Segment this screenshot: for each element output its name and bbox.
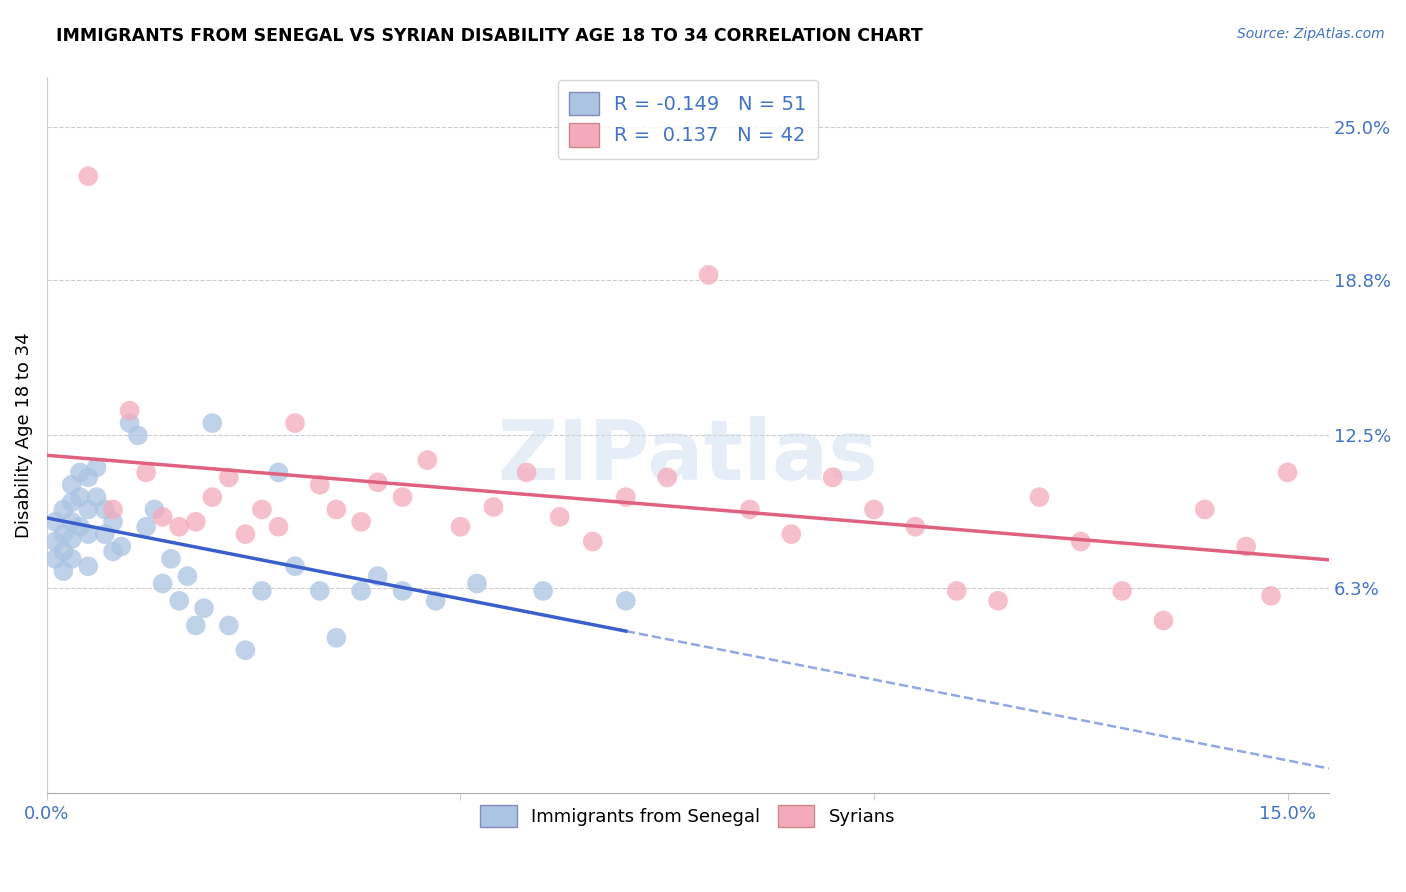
Point	[167, 594, 190, 608]
Point	[69, 520, 91, 534]
Point	[367, 475, 389, 490]
Point	[167, 520, 190, 534]
Point	[465, 576, 488, 591]
Point	[77, 527, 100, 541]
Point	[449, 520, 471, 534]
Point	[308, 477, 330, 491]
Point	[44, 534, 66, 549]
Point	[60, 532, 83, 546]
Point	[77, 502, 100, 516]
Point	[143, 502, 166, 516]
Point	[77, 470, 100, 484]
Point	[110, 540, 132, 554]
Point	[425, 594, 447, 608]
Point	[176, 569, 198, 583]
Point	[821, 470, 844, 484]
Point	[94, 502, 117, 516]
Point	[160, 551, 183, 566]
Point	[325, 502, 347, 516]
Point	[77, 559, 100, 574]
Point	[118, 403, 141, 417]
Point	[60, 515, 83, 529]
Point	[1234, 540, 1257, 554]
Point	[52, 544, 75, 558]
Text: IMMIGRANTS FROM SENEGAL VS SYRIAN DISABILITY AGE 18 TO 34 CORRELATION CHART: IMMIGRANTS FROM SENEGAL VS SYRIAN DISABI…	[56, 27, 922, 45]
Point	[1260, 589, 1282, 603]
Point	[152, 509, 174, 524]
Point	[250, 583, 273, 598]
Point	[193, 601, 215, 615]
Point	[86, 460, 108, 475]
Point	[60, 477, 83, 491]
Point	[60, 495, 83, 509]
Point	[52, 564, 75, 578]
Point	[780, 527, 803, 541]
Point	[101, 502, 124, 516]
Point	[325, 631, 347, 645]
Point	[94, 527, 117, 541]
Point	[482, 500, 505, 514]
Point	[416, 453, 439, 467]
Point	[987, 594, 1010, 608]
Point	[44, 551, 66, 566]
Point	[218, 618, 240, 632]
Point	[904, 520, 927, 534]
Point	[516, 466, 538, 480]
Point	[531, 583, 554, 598]
Point	[127, 428, 149, 442]
Legend: Immigrants from Senegal, Syrians: Immigrants from Senegal, Syrians	[474, 798, 903, 834]
Point	[548, 509, 571, 524]
Point	[284, 416, 307, 430]
Point	[614, 594, 637, 608]
Point	[1111, 583, 1133, 598]
Point	[118, 416, 141, 430]
Point	[614, 490, 637, 504]
Point	[235, 643, 257, 657]
Point	[284, 559, 307, 574]
Point	[1194, 502, 1216, 516]
Point	[267, 520, 290, 534]
Point	[1153, 614, 1175, 628]
Point	[152, 576, 174, 591]
Point	[391, 490, 413, 504]
Text: ZIPatlas: ZIPatlas	[498, 417, 879, 498]
Point	[1277, 466, 1299, 480]
Point	[135, 466, 157, 480]
Point	[697, 268, 720, 282]
Point	[52, 527, 75, 541]
Point	[101, 544, 124, 558]
Point	[69, 466, 91, 480]
Text: Source: ZipAtlas.com: Source: ZipAtlas.com	[1237, 27, 1385, 41]
Point	[308, 583, 330, 598]
Point	[86, 490, 108, 504]
Point	[391, 583, 413, 598]
Point	[184, 515, 207, 529]
Point	[1070, 534, 1092, 549]
Point	[201, 490, 224, 504]
Point	[738, 502, 761, 516]
Point	[863, 502, 886, 516]
Point	[52, 502, 75, 516]
Point	[367, 569, 389, 583]
Point	[184, 618, 207, 632]
Point	[582, 534, 605, 549]
Point	[218, 470, 240, 484]
Point	[44, 515, 66, 529]
Point	[201, 416, 224, 430]
Point	[1028, 490, 1050, 504]
Point	[350, 583, 373, 598]
Point	[101, 515, 124, 529]
Y-axis label: Disability Age 18 to 34: Disability Age 18 to 34	[15, 333, 32, 538]
Point	[235, 527, 257, 541]
Point	[69, 490, 91, 504]
Point	[267, 466, 290, 480]
Point	[250, 502, 273, 516]
Point	[135, 520, 157, 534]
Point	[60, 551, 83, 566]
Point	[77, 169, 100, 184]
Point	[945, 583, 967, 598]
Point	[350, 515, 373, 529]
Point	[657, 470, 679, 484]
